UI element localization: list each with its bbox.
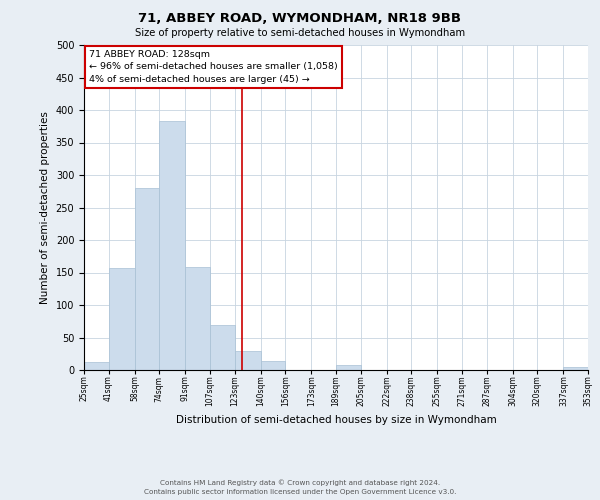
Bar: [336, 366, 361, 370]
Bar: [261, 361, 285, 370]
Bar: [135, 188, 159, 370]
Text: Contains public sector information licensed under the Open Government Licence v3: Contains public sector information licen…: [144, 489, 456, 495]
Text: 71 ABBEY ROAD: 128sqm
← 96% of semi-detached houses are smaller (1,058)
4% of se: 71 ABBEY ROAD: 128sqm ← 96% of semi-deta…: [89, 50, 338, 84]
Text: Contains HM Land Registry data © Crown copyright and database right 2024.: Contains HM Land Registry data © Crown c…: [160, 480, 440, 486]
X-axis label: Distribution of semi-detached houses by size in Wymondham: Distribution of semi-detached houses by …: [176, 415, 496, 425]
Bar: [185, 268, 210, 370]
Text: Size of property relative to semi-detached houses in Wymondham: Size of property relative to semi-detach…: [135, 28, 465, 38]
Bar: [563, 367, 588, 370]
Bar: [235, 350, 261, 370]
Bar: [210, 324, 235, 370]
Bar: [84, 362, 109, 370]
Text: 71, ABBEY ROAD, WYMONDHAM, NR18 9BB: 71, ABBEY ROAD, WYMONDHAM, NR18 9BB: [139, 12, 461, 24]
Bar: [159, 121, 185, 370]
Y-axis label: Number of semi-detached properties: Number of semi-detached properties: [40, 111, 50, 304]
Bar: [109, 268, 135, 370]
